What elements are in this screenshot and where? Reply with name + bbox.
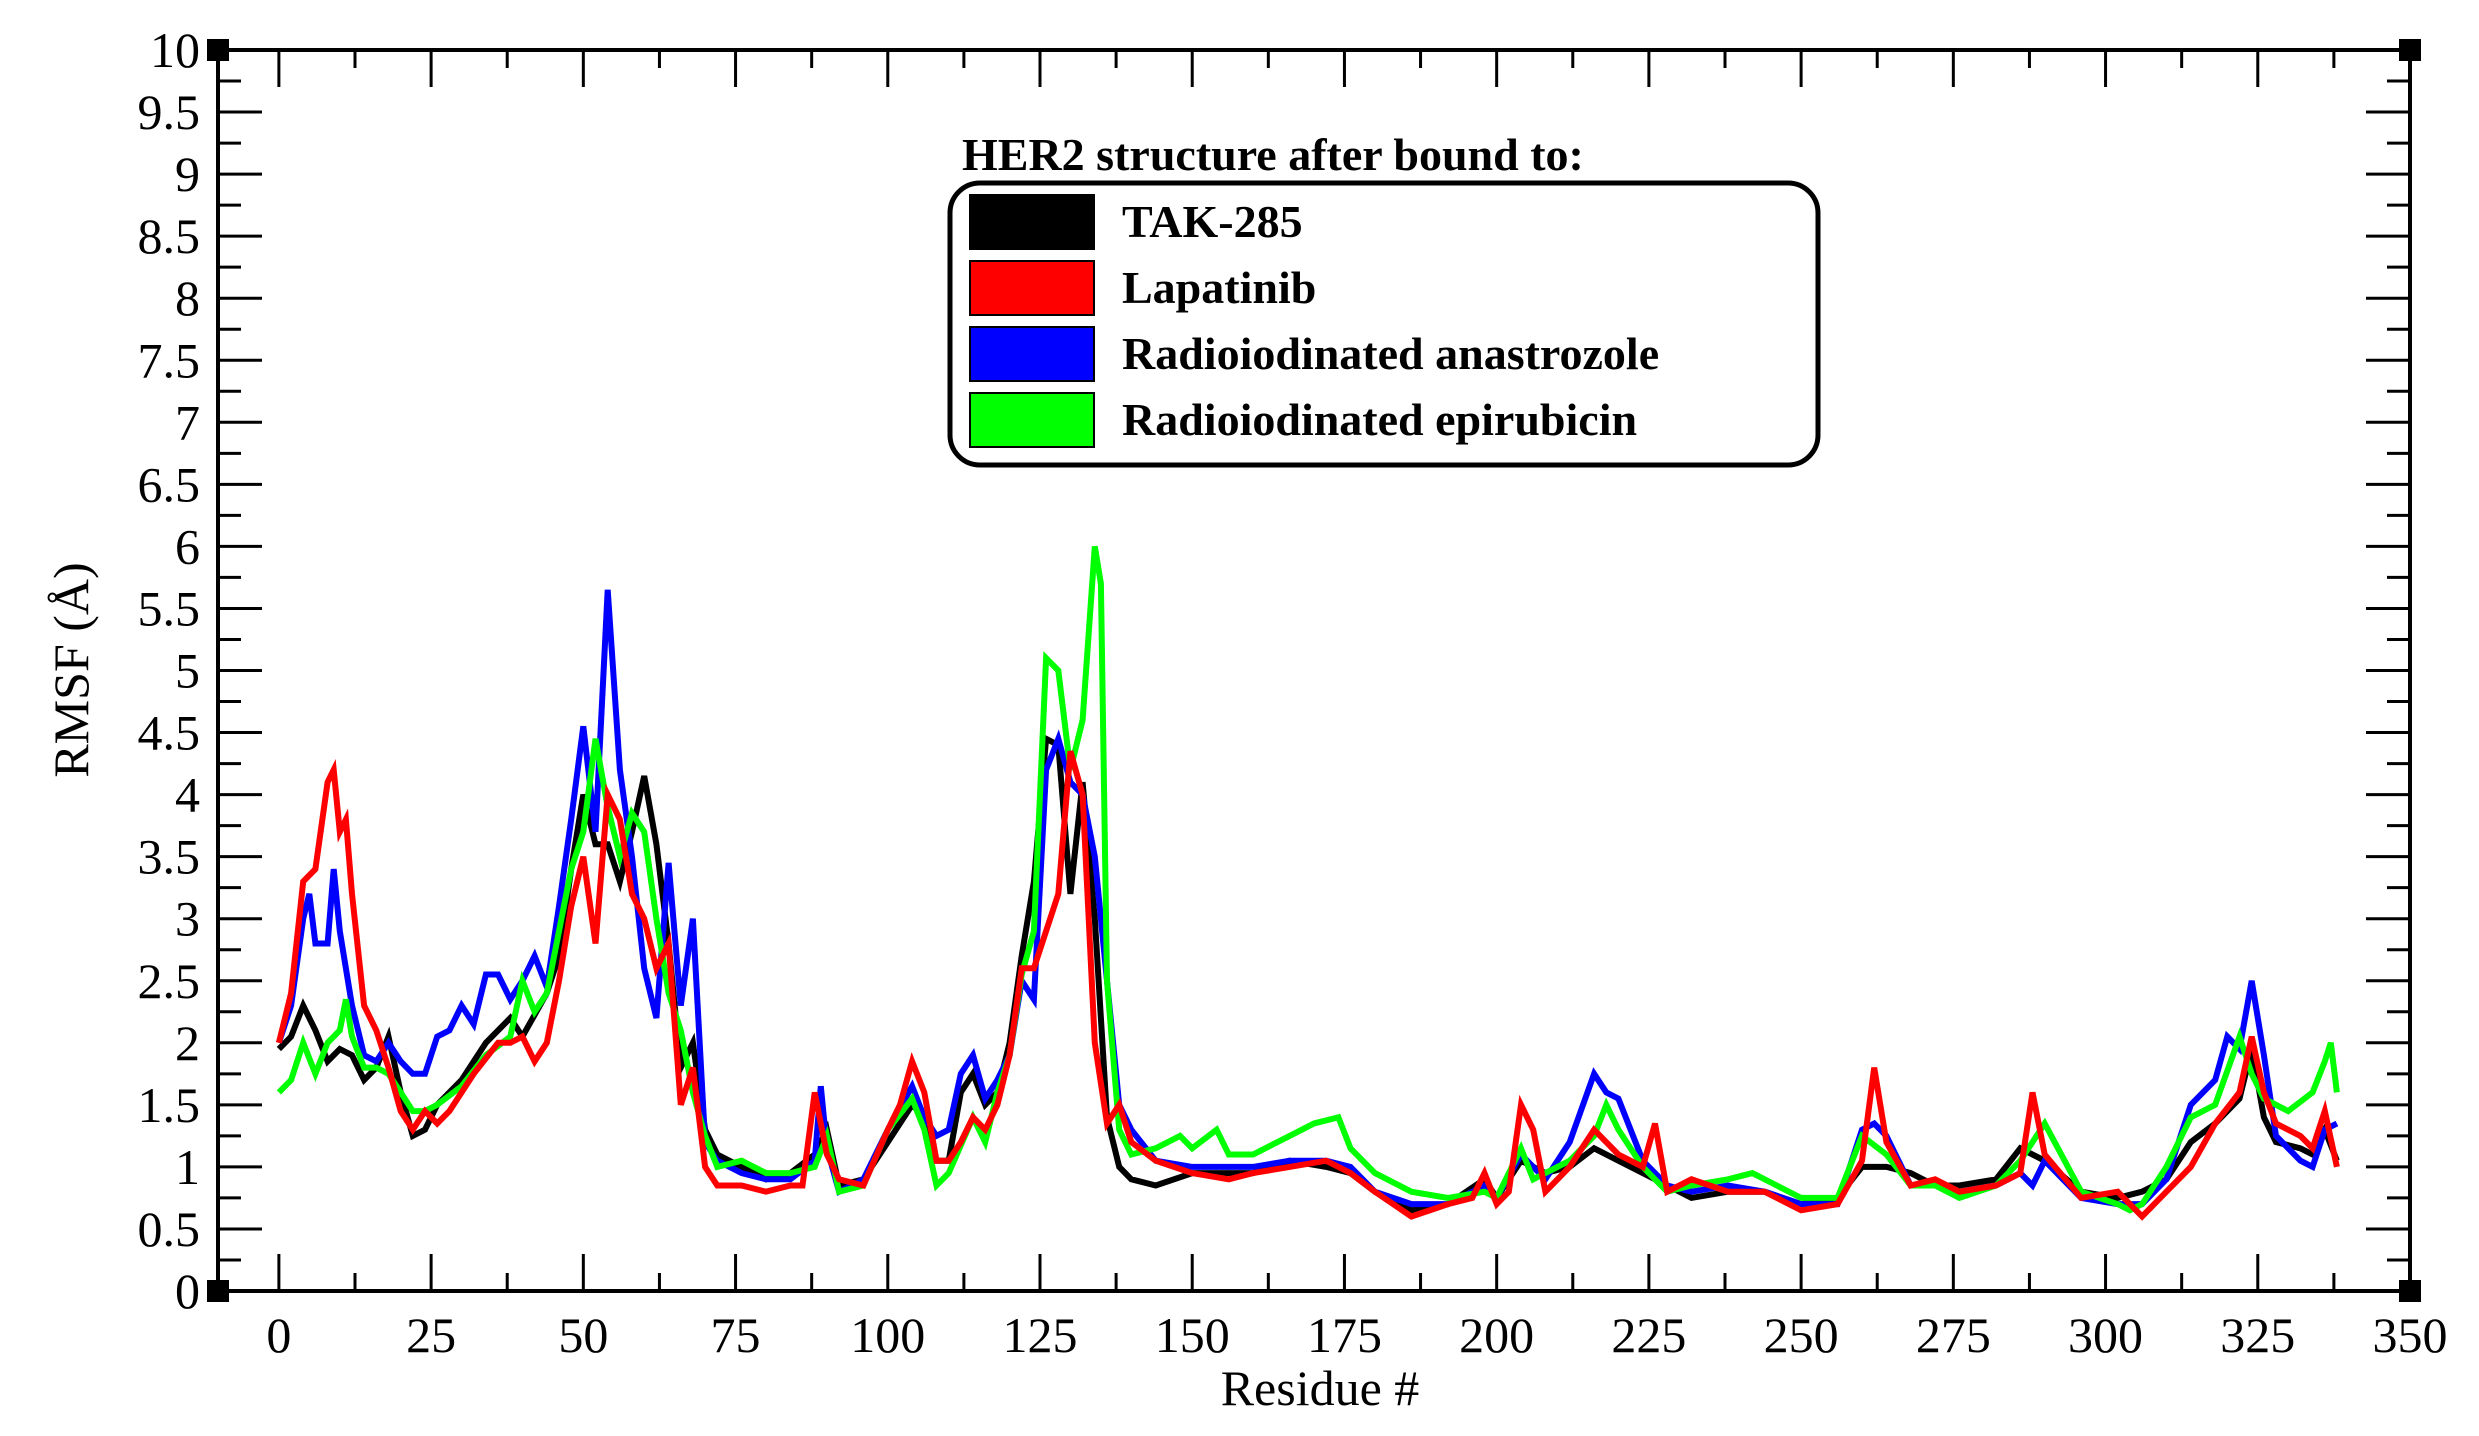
- axes-frame: [207, 39, 2421, 1302]
- y-tick-label: 9.5: [138, 84, 201, 140]
- corner-marker: [207, 39, 229, 61]
- x-tick-label: 75: [711, 1307, 761, 1363]
- y-tick-label: 2.5: [138, 953, 201, 1009]
- legend-swatch: [969, 260, 1095, 316]
- series-line-radioiodinated-epirubicin: [276, 545, 2340, 1214]
- x-axis-title: Residue #: [1221, 1360, 1420, 1416]
- y-axis-title: RMSF (Å): [43, 562, 99, 777]
- y-tick-label: 9: [175, 146, 200, 202]
- x-tick-label: 100: [850, 1307, 925, 1363]
- corner-marker: [2399, 1280, 2421, 1302]
- x-tick-label: 25: [406, 1307, 456, 1363]
- x-tick-label: 350: [2373, 1307, 2448, 1363]
- y-tick-label: 10: [150, 22, 200, 78]
- y-tick-label: 2: [175, 1015, 200, 1071]
- y-tick-labels: 0 0.5 1 1.5 2 2.5 3 3.5 4 4.5 5 5.5 6 6.5 7 7.5 8 8.5 9 9.5…: [138, 22, 201, 1319]
- y-tick-label: 5.5: [138, 580, 201, 636]
- x-tick-label: 300: [2068, 1307, 2143, 1363]
- x-tick-label: 250: [1764, 1307, 1839, 1363]
- x-tick-label: 50: [558, 1307, 608, 1363]
- y-tick-label: 7.5: [138, 332, 201, 388]
- legend-box: [947, 180, 1821, 468]
- y-tick-label: 7: [175, 394, 200, 450]
- legend-label: Radioiodinated anastrozole: [1122, 328, 1659, 379]
- y-tick-label: 1: [175, 1139, 200, 1195]
- y-tick-label: 1.5: [138, 1077, 201, 1133]
- x-tick-label: 175: [1307, 1307, 1382, 1363]
- legend-swatch: [969, 392, 1095, 448]
- x-tick-label: 125: [1003, 1307, 1078, 1363]
- y-tick-label: 0.5: [138, 1201, 201, 1257]
- y-tick-label: 3.5: [138, 829, 201, 885]
- x-tick-label: 0: [266, 1307, 291, 1363]
- x-tick-labels: 0 25 50 75 100 125 150 175 200 225 250 275 300 325 350: [266, 1307, 2447, 1363]
- y-tick-label: 6: [175, 518, 200, 574]
- legend-swatch: [969, 326, 1095, 382]
- y-tick-label: 0: [175, 1263, 200, 1319]
- corner-marker: [207, 1280, 229, 1302]
- x-tick-label: 325: [2220, 1307, 2295, 1363]
- legend-label: TAK-285: [1122, 196, 1303, 247]
- y-tick-label: 6.5: [138, 456, 201, 512]
- legend-label: Lapatinib: [1122, 262, 1316, 313]
- legend: HER2 structure after bound to: TAK-285 La…: [947, 129, 1821, 468]
- legend-title: HER2 structure after bound to:: [962, 129, 1584, 180]
- x-tick-label: 275: [1916, 1307, 1991, 1363]
- y-tick-label: 8.5: [138, 208, 201, 264]
- y-tick-label: 3: [175, 891, 200, 947]
- series-line-lapatinib: [275, 750, 2340, 1221]
- x-tick-label: 200: [1459, 1307, 1534, 1363]
- legend-label: Radioiodinated epirubicin: [1122, 394, 1637, 445]
- legend-swatch: [969, 194, 1095, 250]
- series-layer: [275, 545, 2340, 1221]
- x-tick-label: 225: [1611, 1307, 1686, 1363]
- y-tick-label: 4.5: [138, 705, 201, 761]
- x-tick-label: 150: [1155, 1307, 1230, 1363]
- y-tick-label: 8: [175, 270, 200, 326]
- corner-marker: [2399, 39, 2421, 61]
- y-tick-label: 5: [175, 643, 200, 699]
- y-tick-label: 4: [175, 767, 200, 823]
